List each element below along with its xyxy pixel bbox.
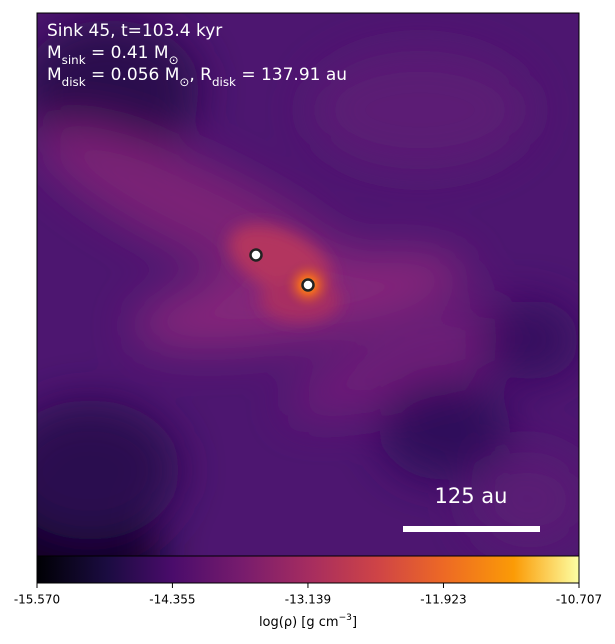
annotation: Sink 45, t=103.4 kyr xyxy=(47,21,222,41)
colorbar xyxy=(36,555,580,584)
text-segment: disk xyxy=(62,75,86,89)
text-segment: ⊙ xyxy=(169,53,179,67)
text-segment: = 0.41 M xyxy=(86,43,169,63)
text-segment: ] xyxy=(352,615,357,630)
text-segment: Sink 45, t=103.4 kyr xyxy=(47,21,222,41)
text-segment: log(ρ) [g cm xyxy=(259,615,339,630)
text-segment: sink xyxy=(62,53,86,67)
scale-bar-label: 125 au xyxy=(435,484,508,508)
density-map xyxy=(37,13,579,556)
text-segment: = 137.91 au xyxy=(236,65,347,85)
colorbar-tick-label: -13.139 xyxy=(285,593,331,607)
annotation: Mdisk = 0.056 M⊙, Rdisk = 137.91 au xyxy=(47,65,347,89)
colorbar-tick-label: -10.707 xyxy=(556,593,602,607)
text-segment: ⊙ xyxy=(179,75,189,89)
text-segment: −3 xyxy=(339,613,353,623)
colorbar-tick-label: -15.570 xyxy=(14,593,60,607)
scale-bar xyxy=(403,526,540,532)
text-segment: = 0.056 M xyxy=(86,65,180,85)
text-segment: M xyxy=(47,65,62,85)
annotation: Msink = 0.41 M⊙ xyxy=(47,43,179,67)
colorbar-label: log(ρ) [g cm−3] xyxy=(259,613,357,630)
colorbar-tick-label: -14.355 xyxy=(149,593,195,607)
text-segment: disk xyxy=(212,75,236,89)
sink-particle xyxy=(249,248,263,262)
colorbar-tick-label: -11.923 xyxy=(420,593,466,607)
text-segment: M xyxy=(47,43,62,63)
sink-particle xyxy=(301,278,315,292)
text-segment: , R xyxy=(189,65,212,85)
